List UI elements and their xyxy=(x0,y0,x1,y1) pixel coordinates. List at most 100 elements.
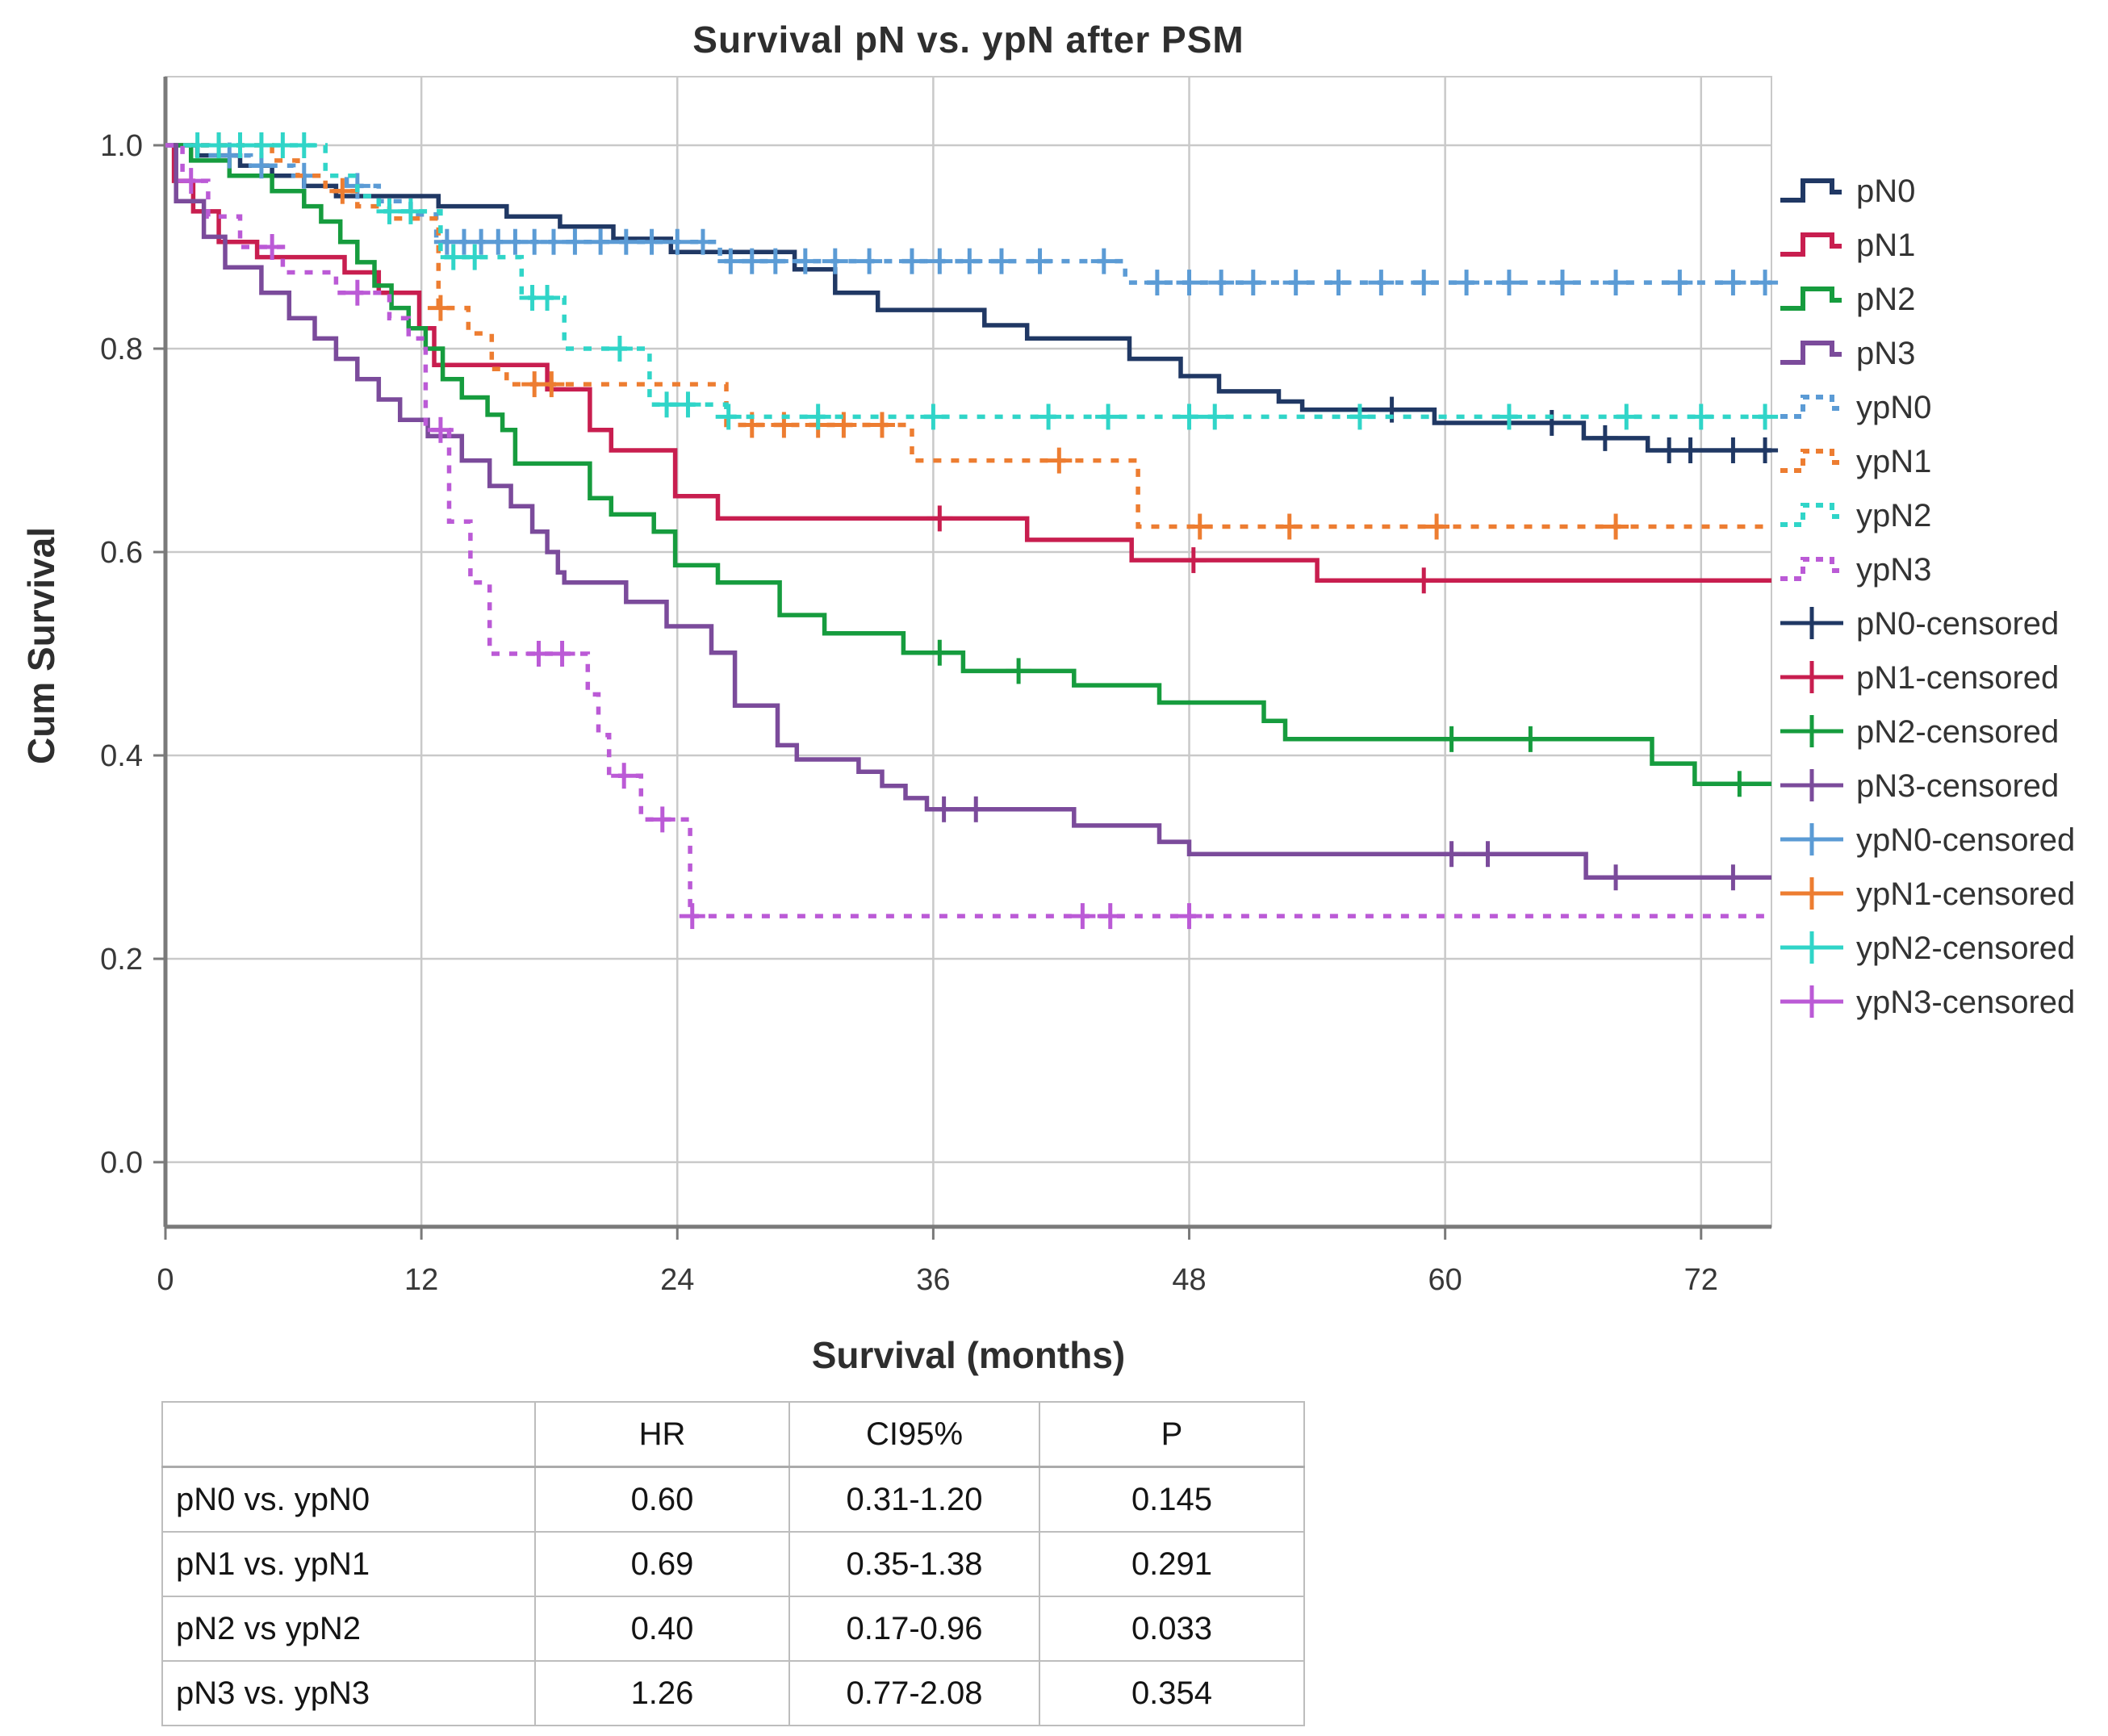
legend-label: ypN2-censored xyxy=(1856,931,2075,966)
line-swatch-icon xyxy=(1780,341,1842,365)
table-header-empty xyxy=(161,1401,536,1468)
censor-marks-ypN2 xyxy=(184,132,1779,430)
x-tick-label: 36 xyxy=(916,1263,950,1297)
x-tick-label: 0 xyxy=(157,1263,174,1297)
line-swatch-icon xyxy=(1780,503,1842,527)
legend-label: pN1 xyxy=(1856,228,1915,263)
curve-pN1 xyxy=(165,143,1771,584)
table-row: pN0 vs. ypN0 0.60 0.31-1.20 0.145 xyxy=(161,1466,1305,1533)
censor-marks-ypN0 xyxy=(216,142,1779,296)
row-label: pN1 vs. ypN1 xyxy=(161,1531,536,1597)
y-tick-label: 1.0 xyxy=(100,129,143,163)
legend-item-pN3-censored: pN3-censored xyxy=(1780,768,2059,804)
legend-label: ypN0-censored xyxy=(1856,822,2075,858)
x-tick-label: 72 xyxy=(1684,1263,1718,1297)
x-tick-label: 12 xyxy=(404,1263,438,1297)
curve-pN3 xyxy=(165,143,1771,880)
legend-label: pN2 xyxy=(1856,282,1915,317)
legend-item-ypN2-censored: ypN2-censored xyxy=(1780,931,2075,966)
legend-label: pN2-censored xyxy=(1856,714,2059,750)
legend-label: pN1-censored xyxy=(1856,660,2059,696)
ci-value: 0.77-2.08 xyxy=(788,1660,1040,1726)
table-row: pN1 vs. ypN1 0.69 0.35-1.38 0.291 xyxy=(161,1531,1305,1597)
line-swatch-icon xyxy=(1780,287,1842,311)
table-header-row: HR CI95% P xyxy=(161,1401,1305,1468)
line-swatch-icon xyxy=(1780,232,1842,257)
series-ypN2 xyxy=(165,132,1779,430)
ci-value: 0.35-1.38 xyxy=(788,1531,1040,1597)
legend-label: ypN1 xyxy=(1856,444,1931,479)
legend-label: ypN3 xyxy=(1856,552,1931,588)
y-tick-label: 0.6 xyxy=(100,536,143,570)
legend-item-ypN2: ypN2 xyxy=(1780,498,1931,533)
legend-item-pN2: pN2 xyxy=(1780,282,1915,317)
x-tick-label: 48 xyxy=(1172,1263,1206,1297)
line-swatch-icon xyxy=(1780,395,1842,419)
legend-label: pN0-censored xyxy=(1856,606,2059,642)
table-header-hr: HR xyxy=(534,1401,790,1468)
legend-label: pN0 xyxy=(1856,174,1915,209)
legend-item-ypN3: ypN3 xyxy=(1780,552,1931,588)
series-ypN3 xyxy=(165,143,1771,930)
hr-value: 1.26 xyxy=(534,1660,790,1726)
table-header-ci: CI95% xyxy=(788,1401,1040,1468)
hr-value: 0.40 xyxy=(534,1596,790,1662)
gridlines xyxy=(165,77,1771,1227)
legend-label: ypN1-censored xyxy=(1856,876,2075,912)
series-pN1 xyxy=(165,143,1771,594)
series-pN2 xyxy=(165,143,1771,797)
y-tick-label: 0.2 xyxy=(100,943,143,977)
legend-item-ypN0-censored: ypN0-censored xyxy=(1780,822,2075,858)
legend-label: pN3-censored xyxy=(1856,768,2059,804)
series-ypN0 xyxy=(165,142,1779,296)
legend-item-pN1-censored: pN1-censored xyxy=(1780,660,2059,696)
legend-label: pN3 xyxy=(1856,336,1915,371)
censor-marks-pN3 xyxy=(931,796,1746,891)
censor-marks-pN2 xyxy=(926,639,1753,797)
p-value: 0.354 xyxy=(1039,1660,1305,1726)
legend-item-ypN1-censored: ypN1-censored xyxy=(1780,876,2075,912)
table-row: pN3 vs. ypN3 1.26 0.77-2.08 0.354 xyxy=(161,1660,1305,1726)
table-header-p: P xyxy=(1039,1401,1305,1468)
curve-pN2 xyxy=(165,143,1771,787)
chart-title: Survival pN vs. ypN after PSM xyxy=(692,19,1244,61)
legend-item-pN0: pN0 xyxy=(1780,174,1915,209)
y-tick-labels: 1.0 0.8 0.6 0.4 0.2 0.0 xyxy=(100,129,143,1180)
tick-marks xyxy=(153,144,1703,1240)
legend-label: ypN3-censored xyxy=(1856,985,2075,1020)
line-swatch-icon xyxy=(1780,178,1842,203)
hr-value: 0.60 xyxy=(534,1466,790,1533)
legend-item-ypN0: ypN0 xyxy=(1780,390,1931,425)
legend-item-pN0-censored: pN0-censored xyxy=(1780,606,2059,642)
x-tick-label: 60 xyxy=(1428,1263,1462,1297)
x-tick-labels: 0 12 24 36 48 60 72 xyxy=(157,1263,1717,1297)
row-label: pN3 vs. ypN3 xyxy=(161,1660,536,1726)
legend-item-pN2-censored: pN2-censored xyxy=(1780,714,2059,750)
line-swatch-icon xyxy=(1780,557,1842,581)
legend-item-pN1: pN1 xyxy=(1780,228,1915,263)
hr-value: 0.69 xyxy=(534,1531,790,1597)
censor-marks-ypN3 xyxy=(178,168,1202,930)
legend-item-pN3: pN3 xyxy=(1780,336,1915,371)
censor-marks-pN0 xyxy=(1378,396,1779,463)
legend-item-ypN3-censored: ypN3-censored xyxy=(1780,985,2075,1020)
x-tick-label: 24 xyxy=(660,1263,694,1297)
p-value: 0.145 xyxy=(1039,1466,1305,1533)
km-survival-plot: 0 12 24 36 48 60 72 1.0 0.8 0.6 0.4 0.2 0.0 pN0 pN1 pN2… xyxy=(100,76,2075,1297)
y-tick-label: 0.4 xyxy=(100,739,143,773)
row-label: pN0 vs. ypN0 xyxy=(161,1466,536,1533)
axes xyxy=(163,77,1771,1229)
legend-item-ypN1: ypN1 xyxy=(1780,444,1931,479)
ci-value: 0.17-0.96 xyxy=(788,1596,1040,1662)
hr-table: HR CI95% P pN0 vs. ypN0 0.60 0.31-1.20 0… xyxy=(161,1401,1305,1726)
series-pN3 xyxy=(165,143,1771,891)
p-value: 0.033 xyxy=(1039,1596,1305,1662)
censor-marks-pN1 xyxy=(926,505,1437,594)
legend: pN0 pN1 pN2 pN3 ypN0 ypN1 ypN2 ypN3 pN0-censored… xyxy=(1780,174,2075,1020)
y-tick-label: 0.0 xyxy=(100,1146,143,1180)
p-value: 0.291 xyxy=(1039,1531,1305,1597)
table-row: pN2 vs ypN2 0.40 0.17-0.96 0.033 xyxy=(161,1596,1305,1662)
row-label: pN2 vs ypN2 xyxy=(161,1596,536,1662)
legend-label: ypN0 xyxy=(1856,390,1931,425)
